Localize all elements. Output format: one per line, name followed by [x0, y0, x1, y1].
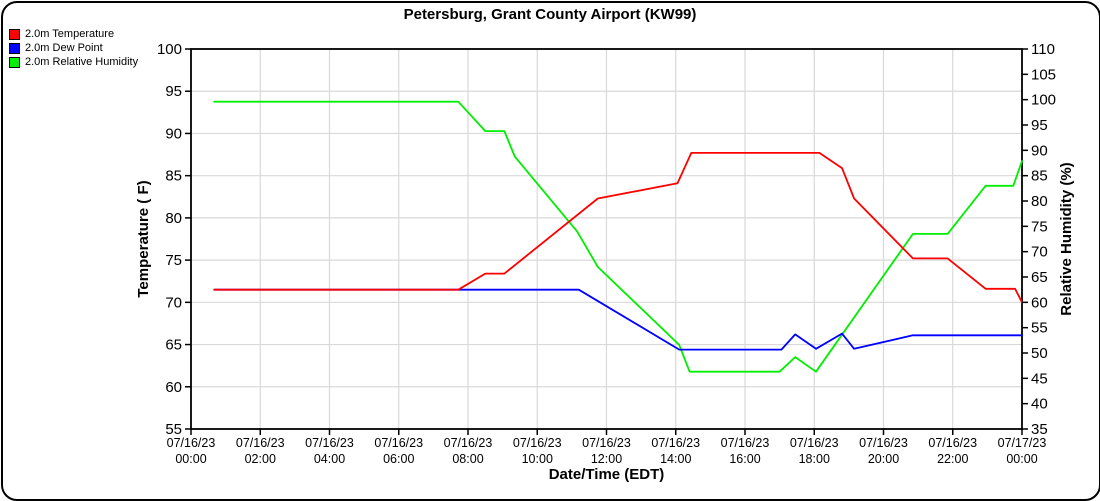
- y-right-tick-label: 55: [1031, 320, 1048, 337]
- series-line-2-0m-temperature: [213, 151, 1023, 304]
- y-right-tick-label: 100: [1031, 92, 1056, 109]
- x-tick-time-label: 06:00: [383, 452, 414, 466]
- y-right-tick-label: 60: [1031, 294, 1048, 311]
- x-tick-date-label: 07/16/23: [513, 436, 562, 450]
- x-tick-date-label: 07/16/23: [721, 436, 770, 450]
- y-right-tick-label: 80: [1031, 193, 1048, 210]
- legend-label: 2.0m Temperature: [25, 28, 115, 40]
- legend-item: 2.0m Dew Point: [9, 41, 138, 55]
- series-line-2-0m-dew-point: [213, 288, 1023, 351]
- y-right-tick-label: 75: [1031, 218, 1048, 235]
- y-right-tick-label: 95: [1031, 117, 1048, 134]
- x-tick-date-label: 07/16/23: [374, 436, 423, 450]
- y-left-tick-label: 70: [165, 294, 182, 311]
- x-tick-time-label: 18:00: [799, 452, 830, 466]
- series-line-2-0m-relative-humidity: [213, 100, 1023, 373]
- y-right-tick-label: 85: [1031, 168, 1048, 185]
- y-right-tick-label: 90: [1031, 142, 1048, 159]
- y-left-axis-title: Temperature ( F): [135, 180, 152, 297]
- x-tick-time-label: 16:00: [729, 452, 760, 466]
- chart-title: Petersburg, Grant County Airport (KW99): [403, 6, 697, 23]
- x-tick-time-label: 04:00: [314, 452, 345, 466]
- x-tick-time-label: 00:00: [175, 452, 206, 466]
- x-tick-date-label: 07/16/23: [305, 436, 354, 450]
- x-tick-date-label: 07/16/23: [444, 436, 493, 450]
- x-tick-date-label: 07/16/23: [236, 436, 285, 450]
- y-left-tick-label: 55: [165, 421, 182, 438]
- y-left-tick-label: 65: [165, 337, 182, 354]
- gridlines: [191, 49, 1022, 429]
- x-tick-time-label: 20:00: [868, 452, 899, 466]
- y-right-tick-label: 45: [1031, 370, 1048, 387]
- y-left-tick-label: 80: [165, 210, 182, 227]
- y-left-tick-label: 90: [165, 125, 182, 142]
- x-tick-time-label: 08:00: [452, 452, 483, 466]
- x-axis-title: Date/Time (EDT): [549, 466, 665, 483]
- legend-swatch-icon: [9, 42, 20, 54]
- x-tick-time-label: 02:00: [245, 452, 276, 466]
- legend-swatch-icon: [9, 28, 20, 40]
- y-left-tick-label: 85: [165, 168, 182, 185]
- legend-swatch-icon: [9, 56, 20, 68]
- legend-item: 2.0m Relative Humidity: [9, 55, 138, 69]
- y-right-tick-label: 70: [1031, 244, 1048, 261]
- y-right-axis-title: Relative Humidity (%): [1058, 162, 1075, 315]
- x-tick-time-label: 10:00: [522, 452, 553, 466]
- x-tick-time-label: 22:00: [937, 452, 968, 466]
- y-right-tick-label: 35: [1031, 421, 1048, 438]
- y-left-tick-label: 75: [165, 252, 182, 269]
- legend-label: 2.0m Relative Humidity: [25, 56, 139, 68]
- legend: 2.0m Temperature 2.0m Dew Point 2.0m Relat…: [9, 27, 138, 69]
- x-tick-date-label: 07/16/23: [859, 436, 908, 450]
- x-tick-date-label: 07/16/23: [582, 436, 631, 450]
- y-right-tick-label: 110: [1031, 41, 1055, 58]
- x-tick-date-label: 07/16/23: [928, 436, 977, 450]
- x-tick-date-label: 07/16/23: [651, 436, 700, 450]
- x-tick-time-label: 00:00: [1006, 452, 1037, 466]
- y-left-tick-label: 100: [157, 41, 182, 58]
- x-tick-date-label: 07/17/23: [998, 436, 1047, 450]
- x-tick-date-label: 07/16/23: [167, 436, 216, 450]
- legend-item: 2.0m Temperature: [9, 27, 138, 41]
- x-tick-date-label: 07/16/23: [790, 436, 839, 450]
- y-left-tick-label: 95: [165, 83, 182, 100]
- legend-label: 2.0m Dew Point: [25, 42, 103, 54]
- y-left-tick-label: 60: [165, 379, 182, 396]
- y-right-tick-label: 65: [1031, 269, 1048, 286]
- x-tick-time-label: 14:00: [660, 452, 691, 466]
- y-right-tick-label: 50: [1031, 345, 1048, 362]
- x-tick-time-label: 12:00: [591, 452, 622, 466]
- axis-ticks-and-labels: 55 60 65 70 75 80 85 90 95 100 35 40 45 50 55 60 65 70 75 8…: [157, 41, 1056, 466]
- y-right-tick-label: 40: [1031, 396, 1048, 413]
- y-right-tick-label: 105: [1031, 66, 1056, 83]
